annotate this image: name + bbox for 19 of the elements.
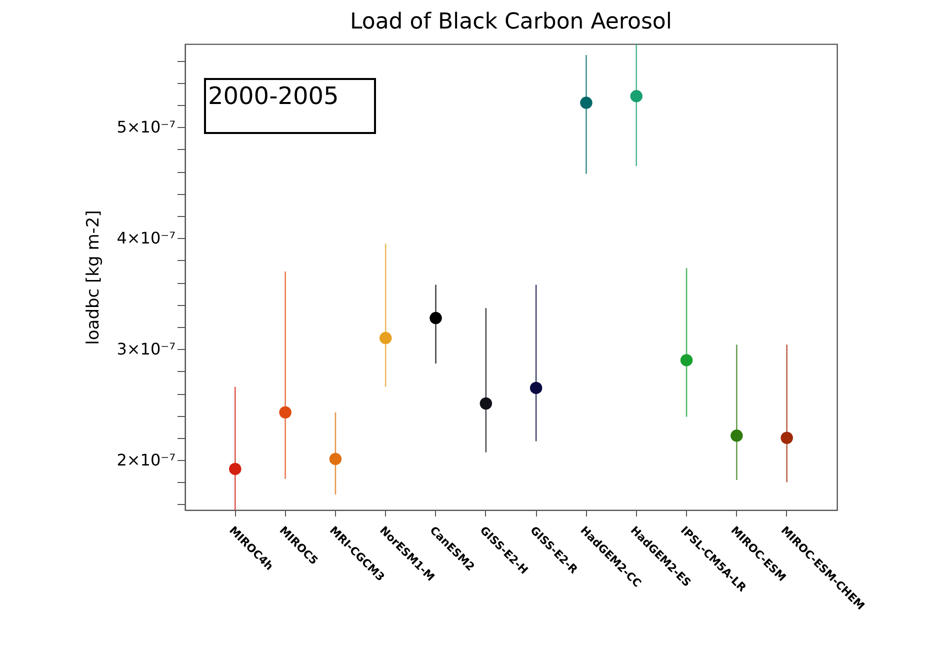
y-tick-label: 5×10⁻⁷: [116, 118, 176, 137]
point: [480, 397, 492, 410]
y-tick-label: 4×10⁻⁷: [116, 228, 176, 248]
y-tick-label: 3×10⁻⁷: [116, 340, 176, 359]
point: [580, 96, 592, 109]
y-axis-title: loadbc [kg m-2]: [84, 210, 104, 345]
y-tick-label: 2×10⁻⁷: [116, 450, 176, 470]
chart-title: Load of Black Carbon Aerosol: [350, 9, 672, 34]
annotation: 2000-2005: [204, 78, 376, 134]
point: [379, 332, 392, 344]
point: [229, 462, 242, 476]
point: [329, 452, 342, 466]
point: [630, 90, 643, 102]
point: [780, 432, 793, 444]
point: [680, 354, 693, 366]
point: [530, 382, 542, 394]
point: [430, 312, 442, 324]
point: [279, 406, 292, 418]
point: [730, 430, 743, 442]
